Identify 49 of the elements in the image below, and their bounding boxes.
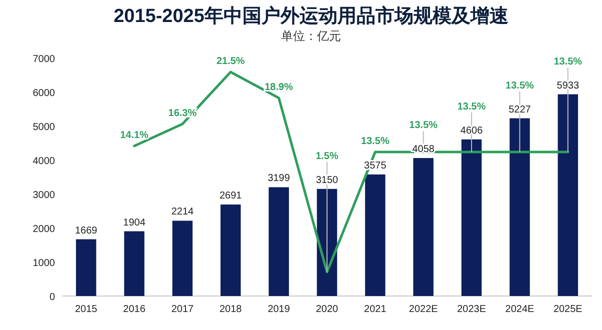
data-label: 1904 [123, 217, 146, 228]
x-tick-label: 2016 [123, 304, 146, 315]
data-label: 5933 [556, 80, 580, 92]
y-tick-label: 4000 [32, 156, 56, 167]
x-tick-label: 2015 [74, 304, 98, 315]
data-label: 14.1% [120, 130, 149, 141]
bar [558, 94, 578, 296]
y-tick-label: 2000 [32, 224, 56, 235]
data-label: 18.9% [264, 82, 294, 93]
x-tick-label: 2018 [220, 304, 242, 315]
x-tick-label: 2019 [268, 304, 290, 315]
data-label: 13.5% [409, 120, 438, 132]
chart-subtitle: 单位：亿元 [281, 29, 341, 43]
bar [220, 204, 241, 296]
x-tick-label: 2021 [364, 304, 387, 315]
y-tick-label: 7000 [32, 54, 56, 65]
y-tick-label: 3000 [32, 190, 56, 201]
data-label: 2214 [171, 206, 194, 218]
data-label: 13.5% [506, 80, 534, 92]
x-tick-label: 2017 [171, 304, 194, 315]
bar [365, 174, 386, 296]
data-label: 13.5% [361, 136, 390, 147]
bar [124, 231, 144, 296]
bar [461, 139, 482, 296]
x-tick-label: 2025E [553, 304, 583, 315]
bar [413, 158, 434, 296]
y-tick-label: 6000 [32, 88, 56, 99]
chart-title: 2015-2025年中国户外运动用品市场规模及增速 [114, 5, 508, 27]
data-label: 4606 [460, 125, 484, 136]
y-tick-label: 5000 [32, 122, 56, 133]
data-label: 21.5% [216, 56, 245, 67]
data-label: 3199 [268, 173, 290, 184]
data-label: 3150 [316, 174, 339, 186]
data-label: 2691 [220, 190, 242, 202]
x-tick-label: 2022E [408, 304, 438, 315]
bar [76, 239, 96, 296]
data-label: 13.5% [457, 101, 486, 112]
y-tick-label: 1000 [32, 258, 56, 269]
bar [268, 187, 289, 296]
bar [510, 118, 530, 296]
data-label: 1.5% [316, 150, 339, 162]
data-label: 1669 [74, 225, 98, 236]
x-tick-label: 2024E [505, 304, 535, 315]
y-tick-label: 0 [49, 292, 56, 303]
data-label: 5227 [508, 104, 532, 116]
x-tick-label: 2023E [457, 304, 486, 315]
x-tick-label: 2020 [316, 304, 339, 315]
bar [172, 220, 193, 296]
data-label: 13.5% [554, 56, 582, 68]
